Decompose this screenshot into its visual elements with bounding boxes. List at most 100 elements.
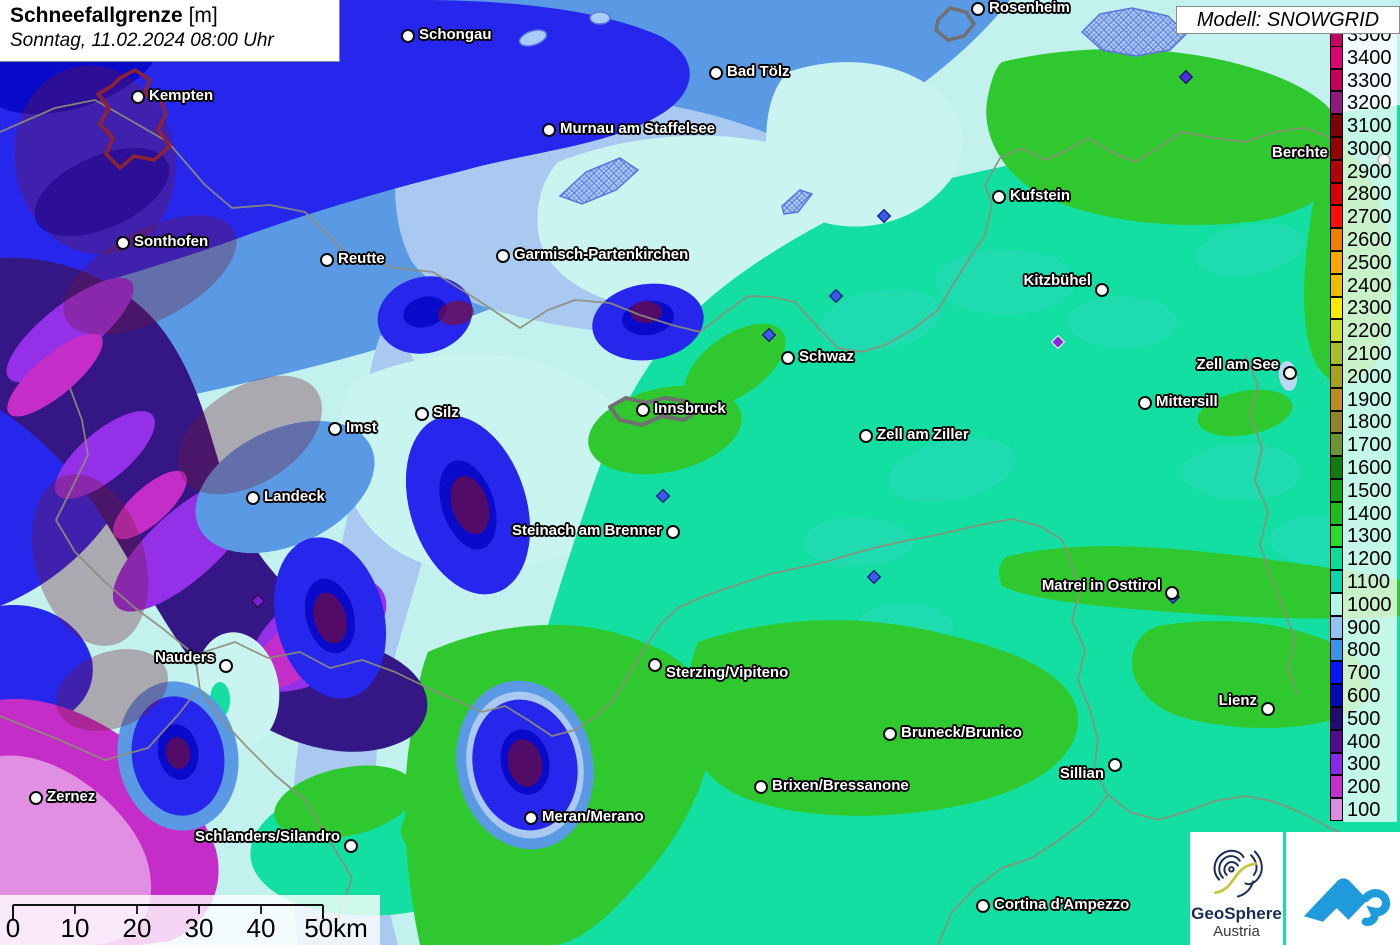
legend-value-label: 2200 [1343,320,1397,344]
legend-color-swatch [1330,661,1343,685]
legend-value-label: 400 [1343,731,1397,754]
geosphere-contour-icon [1213,849,1263,898]
legend-color-swatch [1330,798,1343,821]
legend-color-swatch [1330,159,1343,183]
legend-row: 2800 [1330,182,1397,207]
hillshade-tint [14,65,323,731]
legend-value-label: 700 [1343,662,1397,686]
legend-row: 400 [1330,729,1397,754]
legend-color-swatch [1330,752,1343,776]
legend-value-label: 500 [1343,708,1397,731]
legend-value-label: 3400 [1343,47,1397,70]
legend-color-swatch [1330,478,1343,502]
legend-row: 600 [1330,684,1397,708]
lakes [518,7,1298,391]
legend-row: 1000 [1330,592,1397,617]
legend-row: 1500 [1330,478,1397,503]
scale-bar-ruler [12,904,324,919]
page-title: Schneefallgrenze [m] [10,4,329,28]
legend-row: 1900 [1330,387,1397,412]
legend-color-swatch [1330,433,1343,457]
legend-row: 2700 [1330,205,1397,230]
legend-row: 1700 [1330,433,1397,458]
legend-color-swatch [1330,250,1343,274]
legend-color-swatch [1330,205,1343,229]
title-datetime: Sonntag, 11.02.2024 08:00 Uhr [10,30,274,51]
elevation-legend: 3500 3400 3300 3200 3100 3000 2900 2800 2700 2600… [1330,24,1397,822]
legend-rows: 3500 3400 3300 3200 3100 3000 2900 2800 2700 2600… [1330,24,1397,822]
legend-value-label: 1000 [1343,594,1397,617]
legend-value-label: 600 [1343,685,1397,708]
scalebar-label: 40 [246,913,276,943]
legend-color-swatch [1330,228,1343,251]
scalebar-label: 50km [304,913,368,943]
legend-color-swatch [1330,456,1343,479]
legend-value-label: 1400 [1343,503,1397,526]
scalebar-label: 10 [60,913,90,943]
scalebar-label: 30 [184,913,214,943]
legend-color-swatch [1330,775,1343,799]
title-parameter: Schneefallgrenze [10,4,183,27]
shaded-cores [165,300,662,787]
legend-color-swatch [1330,296,1343,320]
legend-row: 1400 [1330,501,1397,526]
legend-color-swatch [1330,547,1343,571]
legend-value-label: 3200 [1343,92,1397,116]
legend-value-label: 3300 [1343,70,1397,93]
legend-value-label: 200 [1343,776,1397,800]
legend-color-swatch [1330,45,1343,69]
legend-row: 2500 [1330,250,1397,275]
geosphere-logo-box: GeoSphere Austria [1190,832,1283,945]
legend-color-swatch [1330,319,1343,343]
legend-row: 800 [1330,638,1397,663]
legend-color-swatch [1330,592,1343,616]
legend-color-swatch [1330,638,1343,662]
legend-value-label: 2600 [1343,229,1397,252]
legend-value-label: 3000 [1343,138,1397,161]
turquoise-texture [803,160,1370,647]
mountain-logo-icon [1303,877,1391,926]
legend-value-label: 1900 [1343,389,1397,412]
legend-row: 1300 [1330,524,1397,549]
legend-row: 2900 [1330,159,1397,184]
legend-color-swatch [1330,706,1343,730]
model-label-box: Modell: SNOWGRID [1176,6,1400,34]
partner-logo-box [1286,832,1400,945]
legend-row: 1200 [1330,547,1397,572]
legend-value-label: 1300 [1343,525,1397,549]
legend-row: 2000 [1330,364,1397,389]
legend-color-swatch [1330,91,1343,115]
legend-value-label: 1500 [1343,480,1397,503]
legend-color-swatch [1330,684,1343,707]
legend-row: 500 [1330,706,1397,731]
legend-row: 3100 [1330,114,1397,138]
scale-bar: 0 10 20 30 40 50km [0,895,380,945]
legend-value-label: 2400 [1343,275,1397,298]
legend-color-swatch [1330,114,1343,137]
legend-color-swatch [1330,729,1343,753]
legend-value-label: 1100 [1343,571,1397,594]
legend-color-swatch [1330,501,1343,525]
legend-value-label: 300 [1343,753,1397,777]
country-borders [0,99,1361,945]
legend-row: 200 [1330,775,1397,800]
legend-value-label: 1800 [1343,411,1397,435]
legend-value-label: 2500 [1343,252,1397,275]
legend-color-swatch [1330,570,1343,593]
legend-row: 2200 [1330,319,1397,344]
legend-color-swatch [1330,524,1343,548]
title-unit: [m] [182,4,218,27]
legend-value-label: 100 [1343,799,1397,822]
legend-row: 2300 [1330,296,1397,321]
legend-color-swatch [1330,387,1343,411]
legend-value-label: 2100 [1343,343,1397,366]
legend-value-label: 2300 [1343,297,1397,321]
legend-row: 1800 [1330,410,1397,435]
scalebar-label: 20 [122,913,152,943]
legend-row: 700 [1330,661,1397,686]
legend-row: 3300 [1330,68,1397,93]
legend-color-swatch [1330,410,1343,434]
legend-value-label: 2000 [1343,366,1397,389]
legend-value-label: 1600 [1343,457,1397,480]
